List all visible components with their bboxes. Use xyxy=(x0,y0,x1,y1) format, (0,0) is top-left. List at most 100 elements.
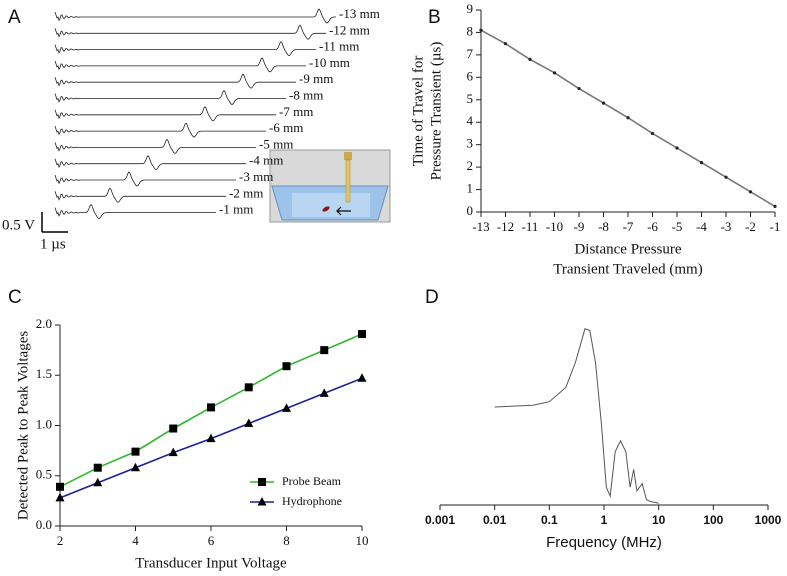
marker xyxy=(131,447,140,456)
x-tick-label: 0.1 xyxy=(541,513,558,527)
marker xyxy=(282,362,291,371)
x-tick-label: 1000 xyxy=(755,513,782,527)
marker xyxy=(552,71,557,75)
x-tick-label: -6 xyxy=(647,219,658,234)
trace xyxy=(54,40,316,57)
trace-label: -8 mm xyxy=(289,87,323,102)
marker xyxy=(244,383,253,392)
y-axis-label: Pressure Transient (µs) xyxy=(428,42,444,181)
arrow-head xyxy=(336,206,342,216)
x-axis-label: Frequency (MHz) xyxy=(546,534,662,551)
trace xyxy=(54,89,286,105)
marker xyxy=(358,330,366,339)
panel-label: D xyxy=(425,287,439,308)
marker xyxy=(131,462,140,472)
marker xyxy=(675,146,679,150)
x-tick-label: -11 xyxy=(522,219,539,234)
y-tick-label: 0.5 xyxy=(36,467,52,482)
trace xyxy=(54,24,326,40)
trace-label: -6 mm xyxy=(269,120,303,135)
target xyxy=(322,206,330,212)
marker xyxy=(319,388,329,397)
x-tick-label: 10 xyxy=(356,533,369,548)
marker xyxy=(207,403,215,412)
marker xyxy=(479,28,483,32)
x-tick-label: 1 xyxy=(601,513,608,527)
y-tick-label: 0 xyxy=(467,203,474,218)
x-tick-label: 4 xyxy=(132,533,139,548)
x-tick-label: 2 xyxy=(57,533,64,548)
x-axis-label: Distance Pressure xyxy=(574,241,681,257)
trace xyxy=(54,171,236,187)
marker xyxy=(168,447,178,457)
x-tick-label: -9 xyxy=(574,219,585,234)
y-tick-label: 1.5 xyxy=(36,366,52,381)
trace xyxy=(54,57,306,73)
marker xyxy=(55,492,65,502)
x-tick-label: -13 xyxy=(472,219,489,234)
x-tick-label: -5 xyxy=(672,219,683,234)
x-tick-label: -10 xyxy=(546,219,563,234)
trace xyxy=(54,138,256,154)
legend-marker xyxy=(257,497,267,506)
trace-label: -9 mm xyxy=(299,71,333,86)
marker xyxy=(93,463,102,472)
panel-label: B xyxy=(428,7,441,28)
x-tick-label: -3 xyxy=(721,219,732,234)
marker xyxy=(93,477,103,487)
y-tick-label: 2.0 xyxy=(36,316,52,331)
x-tick-label: 0.01 xyxy=(483,513,507,527)
trace-label: -5 mm xyxy=(259,136,293,151)
scale-y-label: 0.5 V xyxy=(2,217,35,233)
y-tick-label: 5 xyxy=(467,91,474,106)
y-tick-label: 2 xyxy=(467,158,474,173)
trace-label: -10 mm xyxy=(309,55,350,70)
trace-label: -12 mm xyxy=(329,22,370,37)
y-tick-label: 8 xyxy=(467,23,474,38)
probe-needle xyxy=(345,159,351,203)
trace-label: -4 mm xyxy=(249,153,283,168)
y-tick-label: 4 xyxy=(467,113,474,128)
x-tick-label: 0.001 xyxy=(425,513,455,527)
marker xyxy=(244,418,254,427)
y-tick-label: 3 xyxy=(467,136,474,151)
marker xyxy=(699,161,704,165)
marker xyxy=(528,57,532,61)
x-tick-label: -12 xyxy=(497,219,514,234)
y-axis-label: Time of Travel for xyxy=(410,56,426,167)
marker xyxy=(282,403,291,412)
trace xyxy=(54,8,336,24)
legend-label: Hydrophone xyxy=(282,494,342,508)
y-tick-label: 7 xyxy=(467,46,474,61)
marker xyxy=(724,175,728,179)
y-axis-label: Detected Peak to Peak Voltages xyxy=(15,331,31,521)
trace xyxy=(54,155,246,171)
trace-label: -3 mm xyxy=(239,169,273,184)
x-tick-label: 8 xyxy=(283,533,290,548)
inset-illustration xyxy=(269,149,391,223)
x-tick-label: -7 xyxy=(623,219,634,234)
marker xyxy=(206,433,216,443)
y-tick-label: 9 xyxy=(467,1,474,16)
marker xyxy=(748,190,753,194)
legend-label: Probe Beam xyxy=(282,474,342,488)
x-tick-label: 10 xyxy=(652,513,666,527)
marker xyxy=(773,204,777,208)
x-tick-label: 100 xyxy=(703,513,723,527)
water xyxy=(292,193,370,217)
marker xyxy=(650,131,655,136)
trace xyxy=(54,73,296,89)
y-tick-label: 1.0 xyxy=(36,416,52,431)
x-tick-label: -1 xyxy=(770,219,781,234)
marker xyxy=(320,346,329,355)
trace xyxy=(54,203,216,220)
y-tick-label: 1 xyxy=(467,181,474,196)
y-tick-label: 6 xyxy=(467,68,474,83)
trace-label: -7 mm xyxy=(279,104,313,119)
scale-x-label: 1 µs xyxy=(40,236,66,252)
marker xyxy=(503,42,508,46)
trace xyxy=(54,122,266,138)
trace xyxy=(54,187,226,203)
x-tick-label: -8 xyxy=(598,219,609,234)
trace-label: -11 mm xyxy=(319,39,359,54)
